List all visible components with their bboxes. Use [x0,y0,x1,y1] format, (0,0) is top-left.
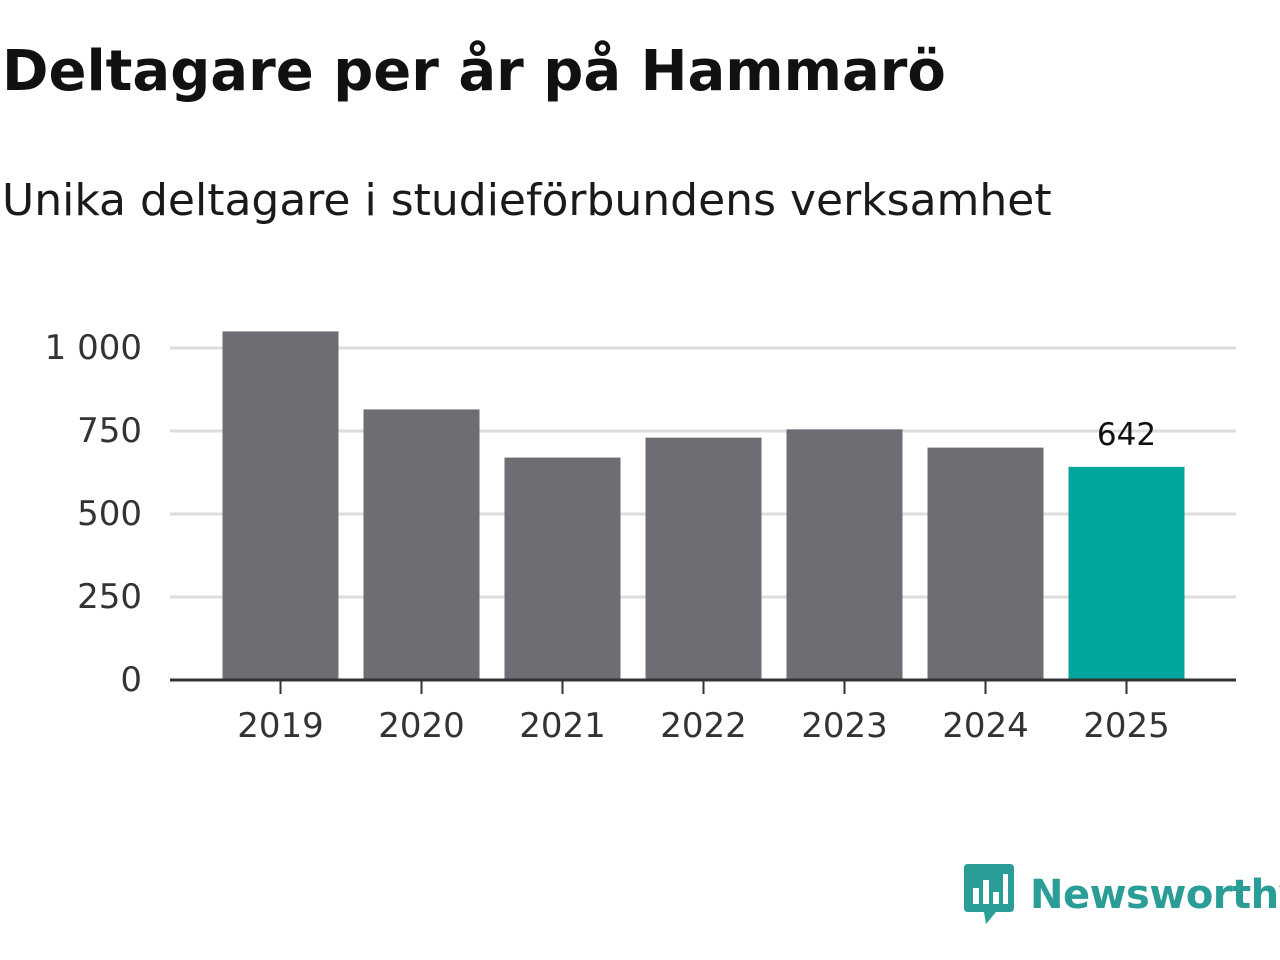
labels: 0 250 500 750 1 000 2019 2020 2021 2022 2023 2024 2… [45,328,1170,746]
axes [170,678,1236,694]
bar-2021 [504,457,621,680]
bar-2020 [363,409,480,680]
y-tick-label: 1 000 [45,328,142,368]
x-tick-label: 2024 [942,706,1029,746]
newsworthy-logo-icon [964,864,1014,924]
x-tick-label: 2020 [378,706,465,746]
brand-name: Newsworthy [1030,872,1280,918]
bar-2024 [927,447,1044,680]
x-tick-label: 2022 [660,706,747,746]
bar-2019 [222,331,339,680]
y-tick-label: 500 [77,494,142,534]
y-tick-label: 750 [77,411,142,451]
chart-title: Deltagare per år på Hammarö [2,39,946,104]
x-tick-label: 2021 [519,706,606,746]
newsworthy-brand: Newsworthy [964,864,1280,926]
y-tick-label: 0 [120,660,142,700]
y-tick-label: 250 [77,577,142,617]
bar-2025 [1068,466,1185,680]
x-tick-label: 2019 [237,706,324,746]
x-tick-label: 2023 [801,706,888,746]
x-tick-label: 2025 [1083,706,1170,746]
chart-subtitle: Unika deltagare i studieförbundens verks… [2,175,1052,226]
bar-2023 [786,429,903,680]
bar-2022 [645,437,762,680]
bars [222,331,1185,680]
data-label-2025: 642 [1097,417,1156,453]
